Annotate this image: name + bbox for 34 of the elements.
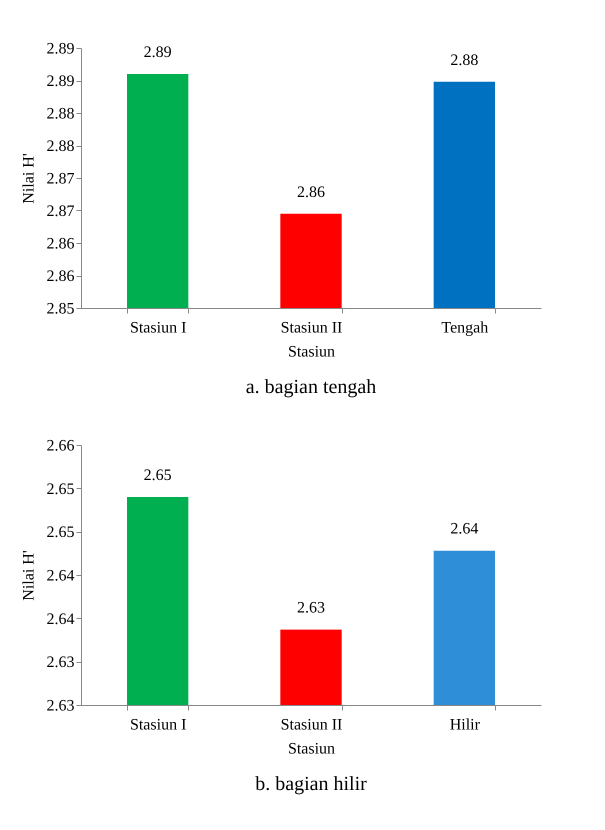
data-label: 2.86: [297, 184, 325, 201]
data-label: 2.65: [144, 467, 172, 484]
y-axis-title: Nilai H': [20, 153, 38, 204]
y-axis-title: Nilai H': [20, 550, 38, 601]
x-tick-label: Stasiun II: [280, 716, 342, 734]
y-tick-label: 2.64: [46, 568, 74, 584]
y-tick-label: 2.66: [46, 438, 74, 454]
y-tick-label: 2.63: [46, 654, 74, 672]
data-label: 2.63: [297, 600, 325, 617]
y-tick-label: 2.65: [46, 480, 74, 498]
x-axis-title: Stasiun: [288, 344, 336, 360]
y-tick-label: 2.88: [46, 138, 74, 155]
y-tick-label: 2.88: [46, 106, 74, 122]
data-label: 2.89: [144, 44, 172, 61]
y-tick-label: 2.89: [46, 40, 74, 58]
y-tick-label: 2.86: [46, 268, 74, 285]
x-tick-label: Stasiun II: [280, 320, 342, 336]
x-tick-label: Stasiun I: [130, 716, 186, 734]
text: a. bagian tengah: [246, 376, 376, 398]
x-tick-label: Hilir: [450, 716, 481, 734]
y-tick-label: 2.89: [46, 73, 74, 90]
text: b. bagian hilir: [255, 773, 368, 795]
y-tick-label: 2.64: [46, 610, 74, 628]
y-tick-label: 2.87: [46, 170, 74, 188]
x-tick-label: Tengah: [441, 320, 488, 336]
data-label: 2.64: [450, 520, 478, 538]
y-tick-label: 2.85: [46, 300, 74, 318]
y-tick-label: 2.87: [46, 203, 74, 220]
y-tick-label: 2.63: [46, 698, 74, 714]
y-tick-label: 2.65: [46, 524, 74, 542]
x-tick-label: Stasiun I: [130, 320, 186, 336]
data-label: 2.88: [450, 52, 478, 69]
y-tick-label: 2.86: [46, 236, 74, 252]
x-axis-title: Stasiun: [288, 740, 336, 758]
